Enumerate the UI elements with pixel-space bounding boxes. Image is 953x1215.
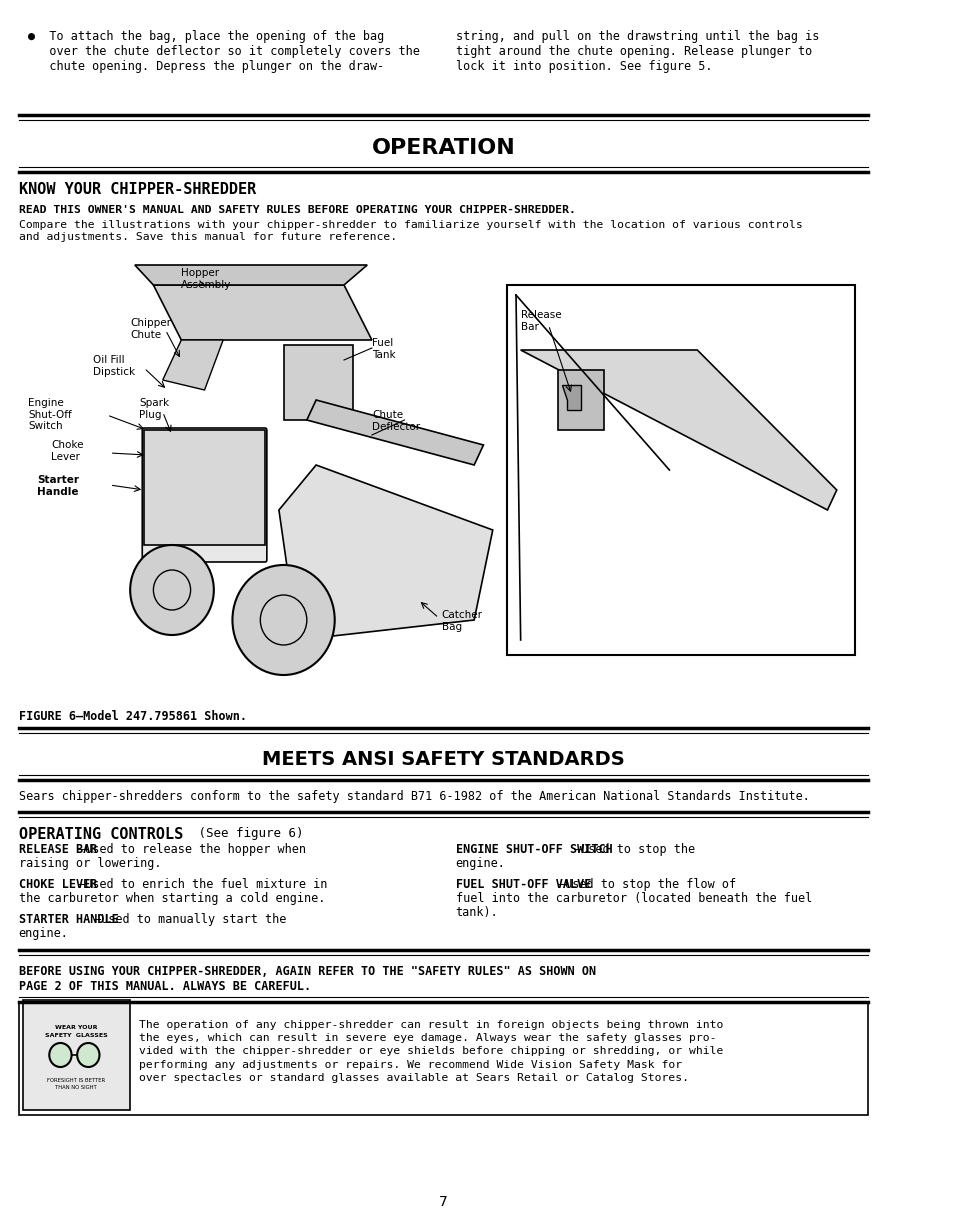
Text: Starter
Handle: Starter Handle [37, 475, 79, 497]
Text: —Used to enrich the fuel mixture in: —Used to enrich the fuel mixture in [78, 878, 327, 891]
Text: Sears chipper-shredders conform to the safety standard B71 6-1982 of the America: Sears chipper-shredders conform to the s… [18, 790, 809, 803]
Text: FUEL SHUT-OFF VALVE: FUEL SHUT-OFF VALVE [456, 878, 590, 891]
Text: FORESIGHT IS BETTER: FORESIGHT IS BETTER [47, 1078, 105, 1083]
FancyBboxPatch shape [142, 428, 267, 563]
Text: fuel into the carburetor (located beneath the fuel: fuel into the carburetor (located beneat… [456, 892, 811, 905]
Text: Choke
Lever: Choke Lever [51, 440, 84, 462]
Polygon shape [134, 265, 367, 286]
Polygon shape [520, 350, 836, 510]
Text: —Used to stop the flow of: —Used to stop the flow of [558, 878, 736, 891]
Text: OPERATING CONTROLS: OPERATING CONTROLS [18, 827, 183, 842]
Text: —Used to stop the: —Used to stop the [574, 843, 695, 857]
Text: CHOKE LEVER: CHOKE LEVER [18, 878, 97, 891]
Text: —Used to release the hopper when: —Used to release the hopper when [78, 843, 306, 857]
Text: ●  To attach the bag, place the opening of the bag
   over the chute deflector s: ● To attach the bag, place the opening o… [28, 30, 419, 73]
Text: Engine
Shut-Off
Switch: Engine Shut-Off Switch [28, 399, 71, 431]
Polygon shape [278, 465, 493, 640]
Text: READ THIS OWNER'S MANUAL AND SAFETY RULES BEFORE OPERATING YOUR CHIPPER-SHREDDER: READ THIS OWNER'S MANUAL AND SAFETY RULE… [18, 205, 575, 215]
Text: WEAR YOUR: WEAR YOUR [55, 1025, 97, 1030]
Bar [558, 371, 603, 430]
Circle shape [50, 1042, 71, 1067]
Text: FIGURE 6—Model 247.795861 Shown.: FIGURE 6—Model 247.795861 Shown. [18, 710, 246, 723]
Bar [18, 1002, 867, 1115]
Text: The operation of any chipper-shredder can result in foreign objects being thrown: The operation of any chipper-shredder ca… [139, 1021, 723, 1083]
Text: the carburetor when starting a cold engine.: the carburetor when starting a cold engi… [18, 892, 325, 905]
Text: Compare the illustrations with your chipper-shredder to familiarize yourself wit: Compare the illustrations with your chip… [18, 220, 801, 242]
Text: string, and pull on the drawstring until the bag is
tight around the chute openi: string, and pull on the drawstring until… [456, 30, 818, 73]
Polygon shape [562, 385, 580, 409]
Text: raising or lowering.: raising or lowering. [18, 857, 161, 870]
Polygon shape [153, 286, 372, 340]
Text: Release
Bar: Release Bar [520, 310, 560, 332]
Text: —Used to manually start the: —Used to manually start the [94, 912, 286, 926]
Polygon shape [307, 400, 483, 465]
Text: RELEASE BAR: RELEASE BAR [18, 843, 97, 857]
Polygon shape [163, 340, 223, 390]
Polygon shape [144, 430, 265, 546]
Text: SAFETY  GLASSES: SAFETY GLASSES [45, 1033, 108, 1038]
Text: STARTER HANDLE: STARTER HANDLE [18, 912, 118, 926]
Text: 7: 7 [438, 1196, 447, 1209]
Circle shape [130, 546, 213, 635]
Text: Fuel
Tank: Fuel Tank [372, 338, 395, 360]
Text: tank).: tank). [456, 906, 497, 919]
Text: Hopper
Assembly: Hopper Assembly [181, 269, 232, 289]
Text: engine.: engine. [456, 857, 505, 870]
Text: Chipper
Chute: Chipper Chute [130, 318, 171, 340]
Text: MEETS ANSI SAFETY STANDARDS: MEETS ANSI SAFETY STANDARDS [262, 750, 624, 769]
Text: Catcher
Bag: Catcher Bag [441, 610, 482, 632]
Text: KNOW YOUR CHIPPER-SHREDDER: KNOW YOUR CHIPPER-SHREDDER [18, 182, 255, 197]
Bar [23, 1000, 130, 1111]
Text: Spark
Plug: Spark Plug [139, 399, 170, 419]
Text: THAN NO SIGHT: THAN NO SIGHT [55, 1085, 97, 1090]
Text: OPERATION: OPERATION [372, 139, 515, 158]
Polygon shape [283, 345, 353, 420]
Text: engine.: engine. [18, 927, 69, 940]
Text: BEFORE USING YOUR CHIPPER-SHREDDER, AGAIN REFER TO THE "SAFETY RULES" AS SHOWN O: BEFORE USING YOUR CHIPPER-SHREDDER, AGAI… [18, 965, 595, 993]
Circle shape [77, 1042, 99, 1067]
Text: ENGINE SHUT-OFF SWITCH: ENGINE SHUT-OFF SWITCH [456, 843, 612, 857]
Text: Chute
Deflector: Chute Deflector [372, 409, 419, 431]
Text: (See figure 6): (See figure 6) [191, 827, 303, 840]
Text: Oil Fill
Dipstick: Oil Fill Dipstick [92, 355, 135, 377]
Circle shape [233, 565, 335, 676]
Bar [506, 286, 855, 655]
